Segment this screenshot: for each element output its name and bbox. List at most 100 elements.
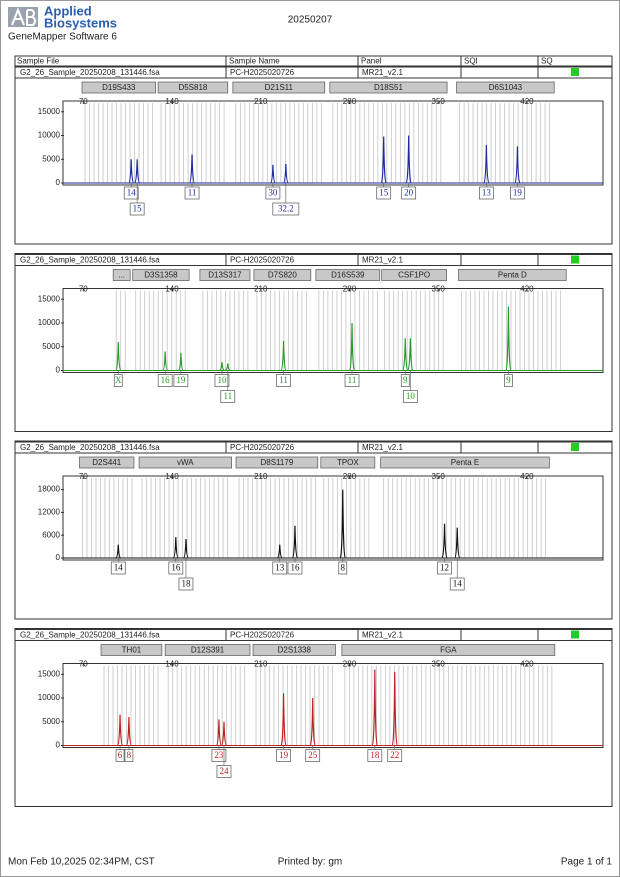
allele-box xyxy=(387,749,403,762)
allele-label: 19 xyxy=(176,375,186,385)
allele-box xyxy=(220,390,236,403)
peak xyxy=(371,669,378,747)
sample-row xyxy=(14,66,613,79)
allele-label: 16 xyxy=(161,375,171,385)
y-tick-label: 12000 xyxy=(38,508,61,517)
peak xyxy=(309,697,316,747)
allele-box xyxy=(479,186,494,200)
marker-label: vWA xyxy=(177,458,194,467)
peak xyxy=(134,159,141,184)
sample-file: G2_26_Sample_20250208_131446.fsa xyxy=(20,68,160,77)
marker-label: D3S1358 xyxy=(144,271,178,280)
allele-box xyxy=(338,561,348,575)
sample-name: PC-H2025020726 xyxy=(230,443,295,452)
allele-label: 10 xyxy=(217,375,227,385)
allele-label: 16 xyxy=(290,563,300,573)
allele-box xyxy=(344,374,360,387)
allele-label: 19 xyxy=(513,188,523,198)
peak xyxy=(220,721,228,747)
marker-label: D19S433 xyxy=(102,83,136,92)
allele-box xyxy=(401,186,417,200)
allele-box xyxy=(510,186,525,200)
sample-file: G2_26_Sample_20250208_131446.fsa xyxy=(20,631,160,640)
column-title: Sample File xyxy=(17,57,60,66)
panel-frame xyxy=(14,628,613,807)
peak xyxy=(483,144,490,184)
allele-label: 11 xyxy=(279,375,288,385)
allele-box xyxy=(437,561,452,575)
peak xyxy=(277,544,283,559)
peak xyxy=(407,338,414,372)
marker-label: D13S317 xyxy=(208,271,242,280)
column-title: Sample Name xyxy=(229,57,280,66)
allele-box xyxy=(402,390,418,403)
peak xyxy=(128,159,135,184)
allele-box xyxy=(173,374,189,387)
peak xyxy=(405,135,412,184)
marker-label: D2S1338 xyxy=(278,646,312,655)
allele-label: 30 xyxy=(268,188,278,198)
allele-box xyxy=(287,561,303,575)
brand-line: Applied xyxy=(44,3,92,18)
allele-label: 20 xyxy=(404,188,414,198)
marker-label: TPOX xyxy=(337,458,359,467)
y-tick-label: 10000 xyxy=(38,318,61,327)
peak xyxy=(162,351,168,372)
sample-name: PC-H2025020726 xyxy=(230,256,295,265)
marker-box xyxy=(157,81,229,94)
peak xyxy=(505,306,512,372)
marker-label: D12S391 xyxy=(191,646,225,655)
marker-box xyxy=(100,644,163,656)
allele-box xyxy=(123,186,139,200)
allele-box xyxy=(168,561,184,575)
allele-box xyxy=(124,749,134,762)
marker-box xyxy=(164,644,251,656)
status-flag xyxy=(571,255,579,264)
y-tick-label: 15000 xyxy=(38,669,61,678)
panel-frame xyxy=(14,253,613,432)
peak xyxy=(215,719,223,747)
sample-row xyxy=(14,629,613,641)
marker-box xyxy=(81,81,156,94)
sample-row xyxy=(14,254,613,266)
allele-box xyxy=(110,561,126,575)
peak xyxy=(270,164,276,184)
allele-label: 16 xyxy=(171,563,181,573)
sample-name: PC-H2025020726 xyxy=(230,631,295,640)
peak xyxy=(402,338,409,372)
allele-label: 22 xyxy=(390,750,399,760)
allele-box xyxy=(115,749,125,762)
peak xyxy=(178,352,184,372)
marker-box xyxy=(132,269,190,281)
allele-box xyxy=(376,186,392,200)
plot-frame xyxy=(62,663,604,748)
marker-box xyxy=(381,269,447,281)
marker-label: D18S51 xyxy=(374,83,403,92)
allele-label: 10 xyxy=(406,391,416,401)
peak xyxy=(514,146,521,184)
allele-box xyxy=(504,374,513,387)
marker-label: D21S11 xyxy=(265,83,294,92)
peak xyxy=(172,537,179,559)
allele-box xyxy=(400,374,410,387)
allele-label: 25 xyxy=(308,750,318,760)
y-tick-label: 15000 xyxy=(38,294,61,303)
y-tick-label: 10000 xyxy=(38,693,61,702)
marker-box xyxy=(320,456,376,469)
marker-box xyxy=(235,456,319,469)
panel-name: MR21_v2.1 xyxy=(362,256,403,265)
allele-label: 23 xyxy=(214,750,224,760)
marker-box xyxy=(458,269,567,281)
allele-box xyxy=(367,749,383,762)
panel-frame xyxy=(14,440,613,620)
allele-label: 14 xyxy=(114,563,124,573)
y-tick-label: 0 xyxy=(56,178,61,187)
y-tick-label: 15000 xyxy=(38,107,61,116)
peak xyxy=(183,538,189,559)
sample-name: PC-H2025020726 xyxy=(230,68,295,77)
allele-label: 13 xyxy=(275,563,285,573)
logo-block xyxy=(8,7,38,27)
logo-mark xyxy=(8,7,38,27)
marker-box xyxy=(456,81,555,94)
